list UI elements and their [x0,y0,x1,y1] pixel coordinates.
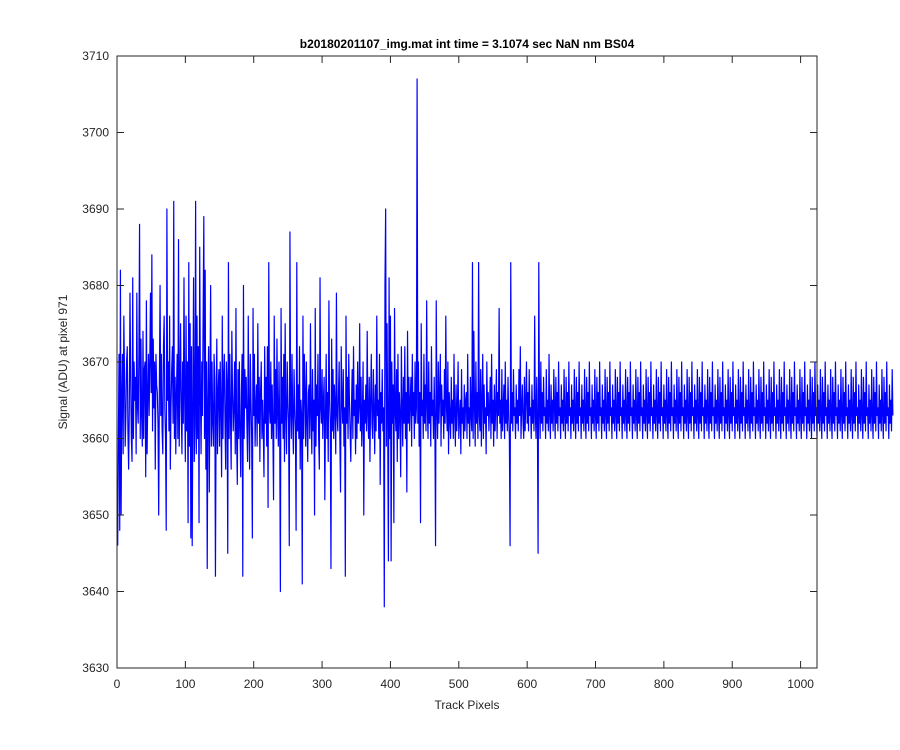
x-tick-label: 300 [312,677,332,691]
x-tick-label: 900 [722,677,742,691]
y-tick-label: 3660 [82,432,109,446]
y-tick-label: 3650 [82,508,109,522]
y-axis-label: Signal (ADU) at pixel 971 [56,294,70,429]
y-tick-label: 3690 [82,202,109,216]
y-tick-label: 3680 [82,279,109,293]
y-tick-label: 3710 [82,49,109,63]
x-tick-label: 1000 [787,677,814,691]
plot-area [117,56,817,668]
y-tick-label: 3640 [82,585,109,599]
y-tick-label: 3670 [82,355,109,369]
x-tick-label: 100 [175,677,195,691]
series-line-0 [117,78,894,608]
x-tick-label: 500 [449,677,469,691]
axes-box [116,55,818,669]
chart-title: b20180201107_img.mat int time = 3.1074 s… [300,37,635,51]
y-tick-label: 3700 [82,126,109,140]
series-layer [117,78,894,608]
x-tick-label: 400 [380,677,400,691]
x-axis-label: Track Pixels [435,698,500,712]
x-tick-label: 600 [517,677,537,691]
ticks-layer: 0 100 200 300 400 500 600 700 800 900 1000 3630 3640… [82,49,817,691]
x-tick-label: 0 [114,677,121,691]
x-tick-label: 200 [244,677,264,691]
y-tick-label: 3630 [82,661,109,675]
x-tick-label: 800 [654,677,674,691]
x-tick-label: 700 [586,677,606,691]
